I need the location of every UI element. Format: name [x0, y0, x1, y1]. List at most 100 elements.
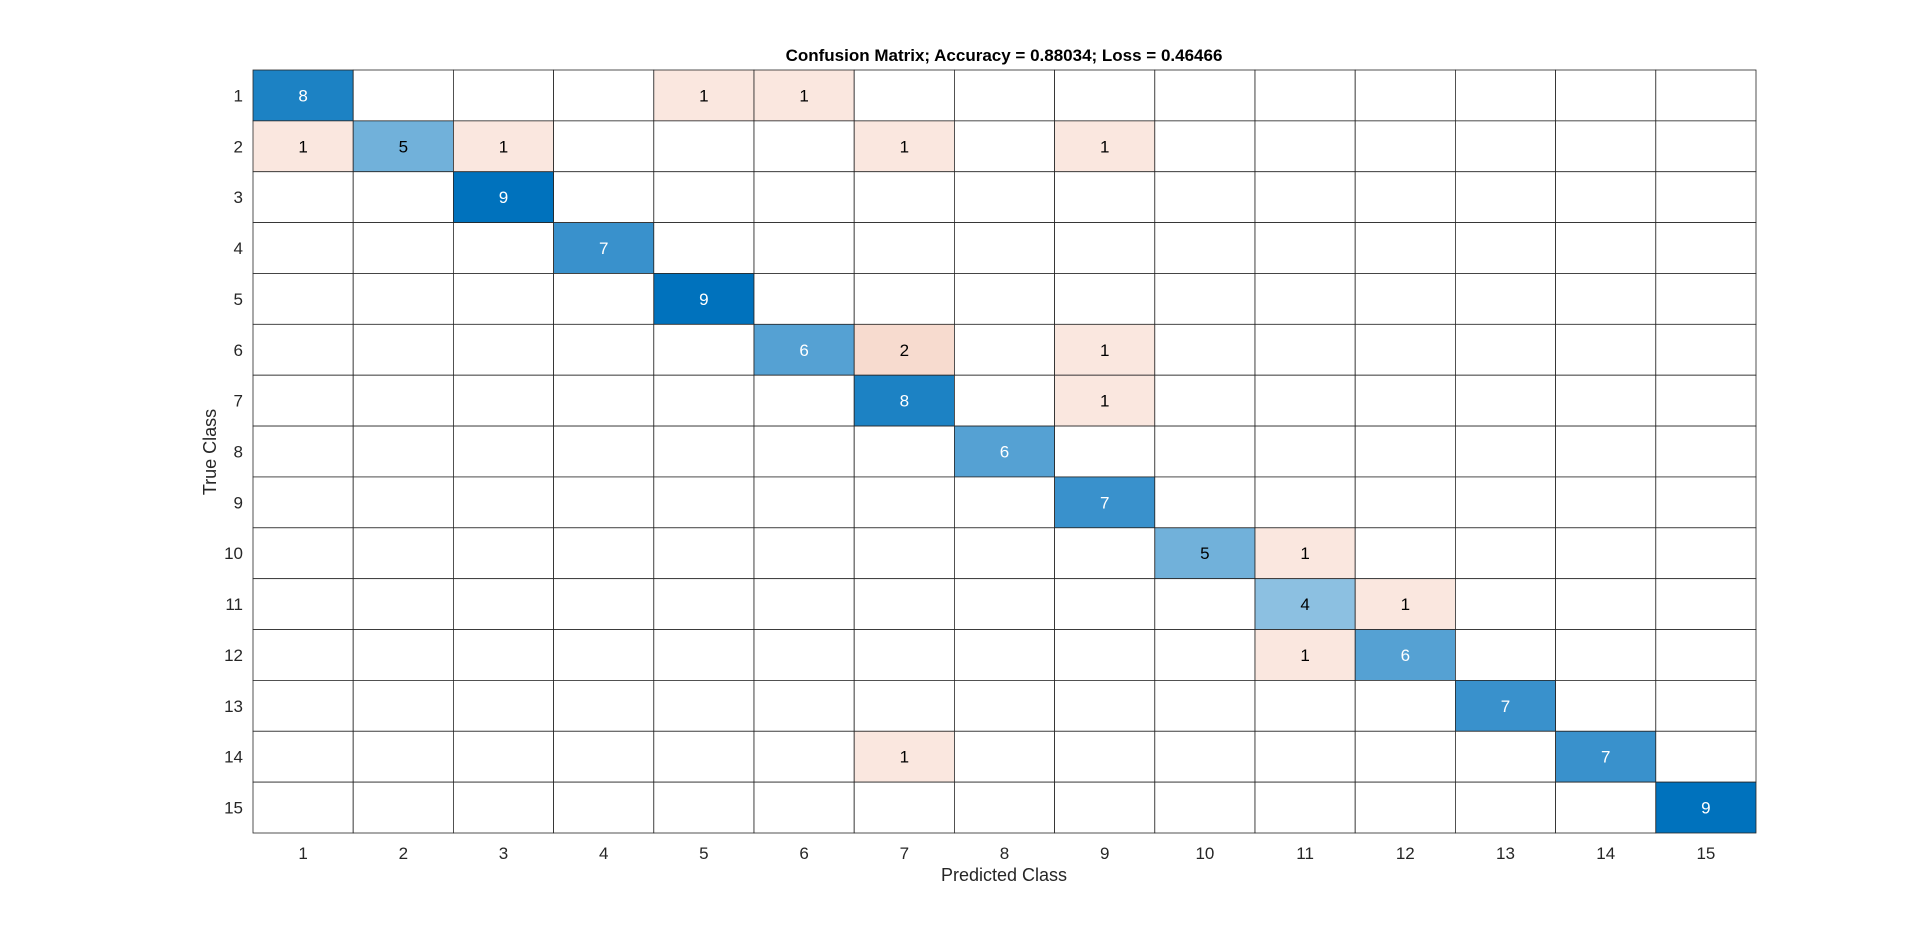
matrix-cell-r2-c4 [553, 120, 655, 173]
matrix-cell-r7-c2 [352, 374, 454, 427]
matrix-cell-r1-c14 [1555, 69, 1657, 122]
matrix-cell-r8-c5 [653, 425, 755, 478]
matrix-cell-r9-c8 [954, 476, 1056, 529]
cell-value-r11-c12: 1 [1401, 595, 1410, 614]
matrix-cell-r1-c1 [252, 69, 354, 122]
matrix-cell-r12-c7 [853, 629, 955, 681]
cell-value-r1-c6: 1 [799, 86, 808, 105]
cell-value-r7-c9: 1 [1100, 392, 1109, 411]
matrix-cell-r10-c1 [252, 527, 354, 580]
matrix-cell-r6-c9 [1054, 323, 1156, 376]
matrix-cell-r11-c3 [452, 578, 554, 630]
matrix-cell-r10-c2 [352, 527, 454, 580]
matrix-cell-r11-c5 [653, 578, 755, 630]
matrix-cell-r13-c1 [252, 680, 354, 732]
matrix-cell-r12-c6 [753, 629, 855, 681]
matrix-cell-r9-c7 [853, 476, 955, 529]
matrix-cell-r4-c11 [1254, 222, 1356, 274]
matrix-cell-r6-c5 [653, 323, 755, 376]
matrix-cell-r8-c7 [853, 425, 955, 478]
matrix-cell-r7-c1 [252, 374, 354, 427]
matrix-cell-r7-c11 [1254, 374, 1356, 427]
matrix-cell-r10-c3 [452, 527, 554, 580]
matrix-cell-r5-c8 [954, 273, 1056, 325]
matrix-cell-r7-c3 [452, 374, 554, 427]
matrix-cell-r6-c2 [352, 323, 454, 376]
matrix-cell-r1-c4 [553, 69, 655, 122]
matrix-cell-r14-c11 [1254, 730, 1356, 783]
matrix-cell-r8-c6 [753, 425, 855, 478]
matrix-cell-r12-c15 [1655, 629, 1757, 681]
matrix-cell-r5-c7 [853, 273, 955, 325]
x-tick-label: 4 [599, 844, 608, 863]
matrix-cell-r5-c10 [1154, 273, 1256, 325]
cell-value-r2-c9: 1 [1100, 137, 1109, 156]
matrix-cell-r6-c8 [954, 323, 1056, 376]
matrix-cell-r12-c11 [1254, 629, 1356, 681]
matrix-cell-r3-c12 [1354, 171, 1456, 224]
x-tick-label: 8 [1000, 844, 1009, 863]
matrix-cell-r9-c2 [352, 476, 454, 529]
matrix-cell-r1-c8 [954, 69, 1056, 122]
matrix-cell-r12-c9 [1054, 629, 1156, 681]
matrix-cell-r2-c3 [452, 120, 554, 173]
matrix-cell-r6-c1 [252, 323, 354, 376]
cell-value-r2-c7: 1 [900, 137, 909, 156]
matrix-cell-r12-c4 [553, 629, 655, 681]
cell-value-r12-c12: 6 [1401, 646, 1410, 665]
y-tick-label: 8 [234, 443, 243, 462]
matrix-cell-r6-c11 [1254, 323, 1356, 376]
cell-value-r6-c9: 1 [1100, 341, 1109, 360]
matrix-cell-r15-c4 [553, 781, 655, 834]
matrix-cell-r13-c6 [753, 680, 855, 732]
matrix-cell-r14-c12 [1354, 730, 1456, 783]
matrix-cell-r4-c13 [1455, 222, 1557, 274]
cell-value-r6-c6: 6 [799, 341, 808, 360]
x-tick-label: 15 [1696, 844, 1715, 863]
matrix-cell-r13-c4 [553, 680, 655, 732]
matrix-cell-r9-c3 [452, 476, 554, 529]
matrix-cell-r1-c15 [1655, 69, 1757, 122]
cell-value-r6-c7: 2 [900, 341, 909, 360]
matrix-cell-r5-c1 [252, 273, 354, 325]
matrix-cell-r10-c15 [1655, 527, 1757, 580]
matrix-cell-r15-c11 [1254, 781, 1356, 834]
matrix-cell-r6-c13 [1455, 323, 1557, 376]
matrix-cell-r2-c14 [1555, 120, 1657, 173]
matrix-cell-r5-c15 [1655, 273, 1757, 325]
matrix-cell-r6-c7 [853, 323, 955, 376]
cell-value-r7-c7: 8 [900, 392, 909, 411]
matrix-cell-r11-c11 [1254, 578, 1356, 630]
y-tick-label: 1 [234, 86, 243, 105]
matrix-cell-r15-c12 [1354, 781, 1456, 834]
matrix-cell-r11-c9 [1054, 578, 1156, 630]
matrix-cell-r4-c5 [653, 222, 755, 274]
matrix-cell-r5-c4 [553, 273, 655, 325]
matrix-cell-r11-c7 [853, 578, 955, 630]
matrix-cell-r15-c3 [452, 781, 554, 834]
matrix-cell-r3-c7 [853, 171, 955, 224]
matrix-cell-r8-c4 [553, 425, 655, 478]
matrix-cell-r11-c8 [954, 578, 1056, 630]
matrix-cell-r15-c5 [653, 781, 755, 834]
matrix-cell-r6-c4 [553, 323, 655, 376]
cell-value-r13-c13: 7 [1501, 697, 1510, 716]
matrix-cell-r15-c8 [954, 781, 1056, 834]
matrix-cell-r13-c5 [653, 680, 755, 732]
cell-value-r2-c3: 1 [499, 137, 508, 156]
matrix-cell-r2-c5 [653, 120, 755, 173]
y-tick-label: 3 [234, 188, 243, 207]
matrix-cell-r7-c15 [1655, 374, 1757, 427]
matrix-cell-r15-c1 [252, 781, 354, 834]
x-tick-label: 14 [1596, 844, 1615, 863]
matrix-cell-r7-c10 [1154, 374, 1256, 427]
matrix-cell-r8-c12 [1354, 425, 1456, 478]
cell-value-r10-c10: 5 [1200, 544, 1209, 563]
matrix-cell-r10-c10 [1154, 527, 1256, 580]
matrix-cell-r3-c1 [252, 171, 354, 224]
y-tick-label: 2 [234, 137, 243, 156]
matrix-cell-r1-c13 [1455, 69, 1557, 122]
y-tick-label: 4 [234, 239, 243, 258]
matrix-cell-r4-c7 [853, 222, 955, 274]
